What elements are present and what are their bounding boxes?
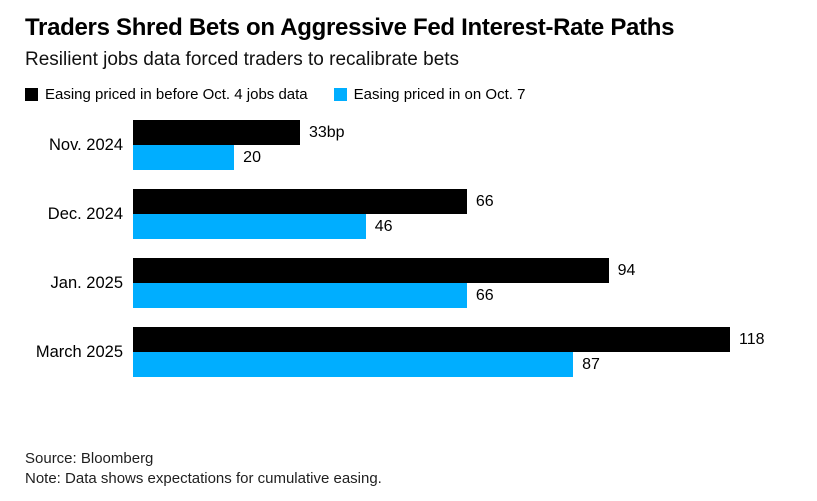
bar-on-oct7 (133, 145, 235, 170)
chart-row: Dec. 2024 66 46 (0, 189, 817, 239)
bar-group: 33bp 20 (133, 120, 345, 170)
source-text: Source: Bloomberg (25, 450, 154, 467)
bar-group: 94 66 (133, 258, 635, 308)
value-label: 20 (243, 148, 261, 166)
category-label: March 2025 (35, 342, 123, 361)
legend-label: Easing priced in on Oct. 7 (353, 86, 526, 103)
value-label: 33bp (308, 123, 345, 141)
bar-line: 118 (133, 327, 765, 352)
legend: Easing priced in before Oct. 4 jobs data… (25, 86, 817, 103)
bar-line: 33bp (133, 120, 345, 145)
chart-row: March 2025 118 87 (0, 327, 817, 377)
value-label: 66 (475, 286, 494, 304)
category-label: Nov. 2024 (49, 135, 123, 154)
bar-before-oct4 (133, 189, 467, 214)
bar-on-oct7 (133, 283, 467, 308)
legend-item-oct7: Easing priced in on Oct. 7 (333, 86, 526, 103)
legend-swatch-blue (333, 88, 347, 101)
bar-before-oct4 (133, 258, 609, 283)
value-label: 118 (739, 330, 765, 348)
value-label: 94 (617, 261, 636, 279)
bar-on-oct7 (133, 352, 574, 377)
bar-group: 118 87 (133, 327, 765, 377)
category-label: Dec. 2024 (47, 204, 123, 223)
legend-item-before-oct4: Easing priced in before Oct. 4 jobs data (25, 86, 308, 103)
chart-title: Traders Shred Bets on Aggressive Fed Int… (25, 14, 675, 41)
chart-subtitle: Resilient jobs data forced traders to re… (25, 49, 460, 70)
bar-line: 87 (133, 352, 765, 377)
bar-line: 46 (133, 214, 494, 239)
bar-line: 66 (133, 283, 635, 308)
legend-swatch-black (25, 88, 38, 101)
value-label: 46 (374, 217, 393, 235)
bar-group: 66 46 (133, 189, 494, 239)
value-label: 87 (582, 355, 600, 373)
bar-line: 66 (133, 189, 494, 214)
bar-on-oct7 (133, 214, 366, 239)
value-label: 66 (475, 192, 494, 210)
bar-chart: Nov. 2024 33bp 20 Dec. 2024 66 46 Jan. 2025 94 6… (0, 120, 817, 377)
legend-label: Easing priced in before Oct. 4 jobs data (45, 86, 308, 103)
bar-before-oct4 (133, 327, 730, 352)
bar-before-oct4 (133, 120, 300, 145)
bar-line: 20 (133, 145, 345, 170)
category-label: Jan. 2025 (50, 273, 123, 292)
chart-row: Jan. 2025 94 66 (0, 258, 817, 308)
chart-row: Nov. 2024 33bp 20 (0, 120, 817, 170)
note-text: Note: Data shows expectations for cumula… (25, 470, 382, 487)
chart-footer: Source: Bloomberg Note: Data shows expec… (25, 449, 382, 489)
bar-line: 94 (133, 258, 635, 283)
